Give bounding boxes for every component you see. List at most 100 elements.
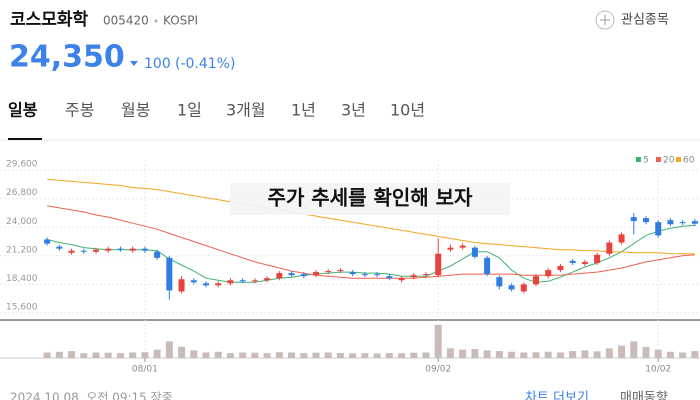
more-chart-link[interactable]: 차트 더보기 [525,391,589,400]
volume-bar [483,350,491,358]
candle-body [655,222,662,236]
candle-body [435,253,442,276]
y-tick-label: 21,200 [6,245,38,255]
candle-body [227,280,234,284]
tab[interactable]: 3년 [341,101,366,120]
candle-body [80,250,87,252]
volume-bar [190,350,198,358]
candle-body [325,271,332,273]
candle-body [93,249,99,252]
candle-body [447,247,454,250]
candle-body [594,254,601,263]
volume-bar [324,352,332,358]
candle-body [129,248,136,251]
candle-body [398,278,405,281]
annotation: 주가 추세를 확인해 보자 [268,186,473,210]
volume-bar [459,349,467,358]
candle-body [374,274,381,276]
volume-bar [141,352,149,358]
volume-bar [691,351,699,358]
candle-body [300,274,307,277]
legend-label: 5 [643,156,649,166]
candle-body [643,218,649,223]
volume-bar [520,352,528,358]
tab[interactable]: 1년 [291,101,316,120]
watch-button[interactable]: 관심종목 [595,10,669,30]
tab-bar: 일봉 주봉 월봉 1일 3개월 1년 3년 10년 [8,101,425,120]
volume-bar [129,352,137,358]
volume-bar [263,353,271,358]
candle-body [545,270,552,277]
volume-bar [666,351,674,358]
volume-bar [642,346,650,358]
candle-body [215,283,222,286]
stock-name: 코스모화학 [10,10,89,30]
timestamp: 2024.10.08. 오전 09:15 장중 [10,391,173,400]
volume-bar [300,353,308,358]
candle-body [203,283,209,286]
volume-bar [116,353,124,358]
volume-bar [569,351,577,358]
price-change-pct: (-0.41%) [175,56,235,72]
y-tick-label: 24,000 [6,217,38,227]
current-price: 24,350 [9,40,125,75]
moving-average-line [46,224,695,283]
volume-bar [153,349,161,358]
candle-body [166,257,173,291]
candle-body [496,277,503,287]
volume-bar [495,351,503,358]
candle-body [117,248,124,250]
tab[interactable]: 월봉 [121,101,150,120]
candle-body [618,234,625,243]
volume-bar [312,352,320,358]
candle-body [581,261,588,264]
legend-label: 20 [663,156,675,166]
volume-bar [43,352,51,358]
moving-average-line [47,205,695,279]
volume-bar [581,350,589,358]
volume-bar [508,351,516,358]
candle-body [423,274,429,276]
candle-body [520,284,527,292]
volume-bar [630,341,638,358]
candle-body [68,250,75,253]
volume-bar [336,353,344,358]
volume-bar [251,352,259,358]
candle-body [630,217,637,222]
watch-label[interactable]: 관심종목 [621,13,669,28]
volume-bar [92,352,100,358]
candle-body [386,276,393,279]
candle-body [337,270,344,272]
volume-bar [373,353,381,358]
volume-bar [239,352,247,358]
candle-body [178,279,185,292]
candle-body [251,280,258,282]
candle-body [410,275,417,278]
tab[interactable]: 일봉 [8,101,38,120]
stock-code: 005420 [103,14,149,28]
candle-body [276,273,283,279]
candle-body [667,220,674,225]
volume-bar [593,351,601,358]
moving-average-line [47,178,695,255]
volume-bar [226,353,234,358]
x-tick-label: 08/01 [132,365,158,375]
candle-body [190,280,197,283]
y-tick-label: 26,800 [6,188,38,198]
tab[interactable]: 1일 [177,101,202,120]
candle-body [239,280,246,282]
tab[interactable]: 주봉 [65,101,94,120]
trading-trend-link[interactable]: 매매동향 [620,391,668,400]
volume-bar [385,353,393,358]
volume-bar [361,353,369,358]
volume-bar [471,349,479,358]
volume-bar [410,352,418,358]
candle-body [484,257,491,275]
volume-bar [55,351,63,358]
volume-bar [214,351,222,358]
tab[interactable]: 3개월 [226,101,266,120]
candle-body [349,272,356,275]
candle-body [141,248,148,251]
tab[interactable]: 10년 [390,101,425,120]
